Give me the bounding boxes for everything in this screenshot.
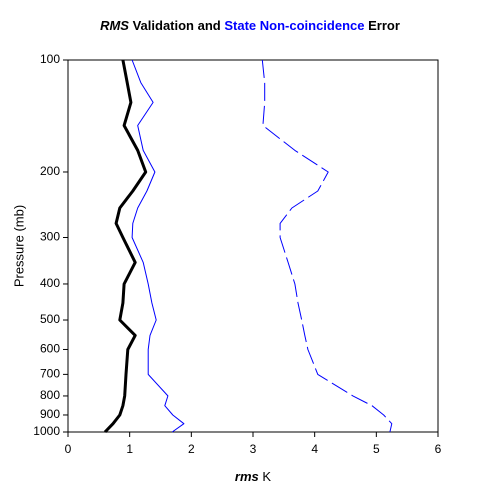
x-tick-label: 2 bbox=[188, 442, 195, 456]
x-label-part: K bbox=[262, 469, 271, 484]
y-tick-label: 700 bbox=[40, 367, 60, 381]
x-tick-label: 5 bbox=[373, 442, 380, 456]
x-tick-label: 6 bbox=[435, 442, 442, 456]
title-part: State Non-coincidence bbox=[224, 18, 364, 33]
y-tick-label: 500 bbox=[40, 312, 60, 326]
title-part: Error bbox=[368, 18, 400, 33]
y-tick-label: 1000 bbox=[33, 424, 60, 438]
title-part: Validation and bbox=[133, 18, 221, 33]
y-tick-label: 800 bbox=[40, 388, 60, 402]
profile-line bbox=[103, 59, 148, 434]
x-tick-label: 1 bbox=[126, 442, 133, 456]
profile-line bbox=[261, 59, 393, 433]
y-axis-label: Pressure (mb) bbox=[11, 205, 26, 287]
plot-frame bbox=[67, 59, 439, 433]
x-tick-label: 4 bbox=[311, 442, 318, 456]
x-axis-label: rms K bbox=[235, 469, 271, 484]
y-tick-label: 300 bbox=[40, 230, 60, 244]
y-tick-label: 600 bbox=[40, 342, 60, 356]
x-tick-label: 0 bbox=[65, 442, 72, 456]
y-tick-label: 200 bbox=[40, 164, 60, 178]
y-tick-label: 400 bbox=[40, 276, 60, 290]
x-tick-label: 3 bbox=[250, 442, 257, 456]
chart-title: RMS Validation and State Non-coincidence… bbox=[100, 18, 400, 33]
y-tick-label: 900 bbox=[40, 407, 60, 421]
x-label-part: rms bbox=[235, 469, 259, 484]
y-tick-label: 100 bbox=[40, 52, 60, 66]
title-part: RMS bbox=[100, 18, 129, 33]
profile-line bbox=[131, 59, 185, 433]
